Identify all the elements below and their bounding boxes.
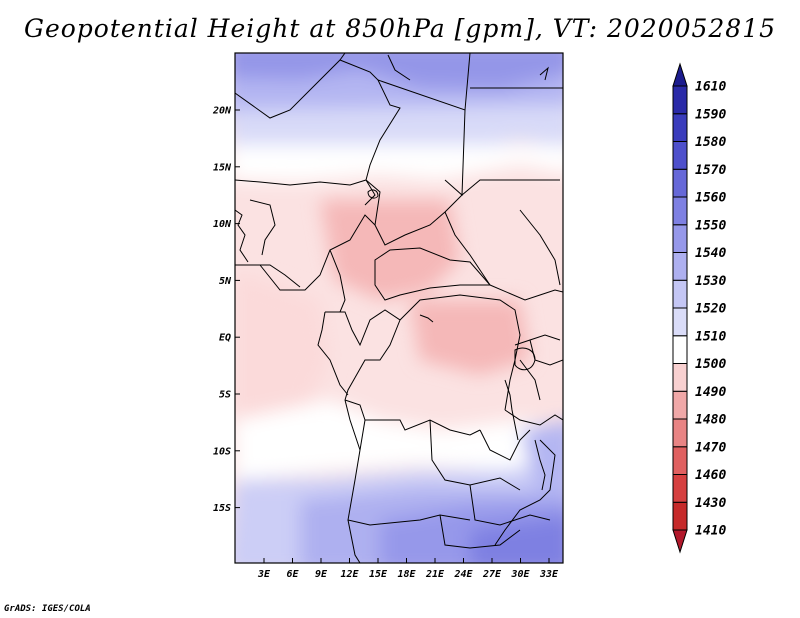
colorbar-swatch — [672, 224, 688, 253]
colorbar-swatch — [672, 113, 688, 142]
lon-tick-label: 9E — [315, 569, 328, 580]
colorbar-label: 1550 — [695, 218, 726, 233]
lon-tick-label: 6E — [286, 569, 299, 580]
colorbar-swatch — [672, 168, 688, 198]
colorbar-low-triangle — [672, 529, 688, 554]
colorbar-high-triangle — [672, 62, 688, 87]
colorbar-swatch — [672, 85, 688, 115]
lat-tick-label: EQ — [219, 333, 231, 344]
colorbar-label: 1480 — [695, 413, 726, 428]
lon-tick-label: 3E — [257, 569, 271, 580]
colorbar-label: 1560 — [695, 191, 726, 206]
height-field — [235, 53, 563, 563]
colorbar-swatch — [672, 418, 688, 448]
lat-tick-label: 5N — [219, 276, 232, 287]
lat-tick-label: 10S — [213, 446, 231, 457]
lon-tick-label: 21E — [425, 569, 445, 580]
lat-tick-label: 15S — [213, 503, 231, 514]
lat-tick-label: 5S — [219, 390, 231, 401]
lon-tick-label: 27E — [482, 569, 502, 580]
lat-tick-label: 20N — [212, 106, 232, 117]
colorbar-swatch — [672, 252, 688, 281]
lon-tick-label: 18E — [397, 569, 416, 580]
lat-tick-label: 10N — [213, 219, 232, 230]
colorbar-label: 1430 — [695, 496, 726, 511]
latitude-axis: 20N 15N 10N 5N EQ 5S 10S 15S — [212, 106, 240, 514]
colorbar-swatch — [672, 279, 688, 309]
colorbar-label: 1510 — [695, 329, 726, 344]
lon-tick-label: 24E — [453, 569, 473, 580]
colorbar-swatch — [672, 446, 688, 475]
country-borders — [235, 53, 563, 563]
map-plot-area — [234, 52, 564, 564]
colorbar-swatch — [672, 196, 688, 226]
longitude-axis: 3E 6E 9E 12E 15E 18E 21E 24E 27E 30E 33E — [257, 558, 559, 580]
colorbar-label: 1590 — [695, 107, 726, 122]
colorbar-label: 1460 — [695, 468, 726, 483]
colorbar-swatch — [672, 335, 688, 364]
colorbar-label: 1490 — [695, 385, 726, 400]
lat-tick-label: 15N — [213, 162, 232, 173]
map-frame — [234, 52, 564, 564]
colorbar-swatch — [672, 363, 688, 392]
colorbar-label: 1500 — [695, 357, 726, 372]
colorbar-label: 1530 — [695, 274, 726, 289]
map-title: Geopotential Height at 850hPa [gpm], VT:… — [23, 14, 777, 43]
colorbar-swatch — [672, 307, 688, 337]
lon-tick-label: 30E — [510, 569, 530, 580]
colorbar-swatch — [672, 390, 688, 420]
colorbar-label: 1540 — [695, 246, 726, 261]
lon-tick-label: 15E — [369, 569, 388, 580]
credit-text: GrADS: IGES/COLA — [4, 604, 91, 614]
colorbar-label: 1570 — [695, 163, 726, 178]
colorbar: 1410 1430 1460 1470 1480 1490 1500 1510 1520 1530… — [672, 62, 726, 554]
colorbar-label: 1470 — [695, 440, 726, 455]
colorbar-label: 1610 — [695, 80, 726, 95]
colorbar-swatch — [672, 501, 688, 531]
colorbar-swatch — [672, 474, 688, 503]
colorbar-label: 1520 — [695, 302, 726, 317]
colorbar-swatch — [672, 141, 688, 170]
lon-tick-label: 12E — [340, 569, 359, 580]
lon-tick-label: 33E — [539, 569, 559, 580]
colorbar-label: 1410 — [695, 524, 726, 539]
colorbar-label: 1580 — [695, 135, 726, 150]
